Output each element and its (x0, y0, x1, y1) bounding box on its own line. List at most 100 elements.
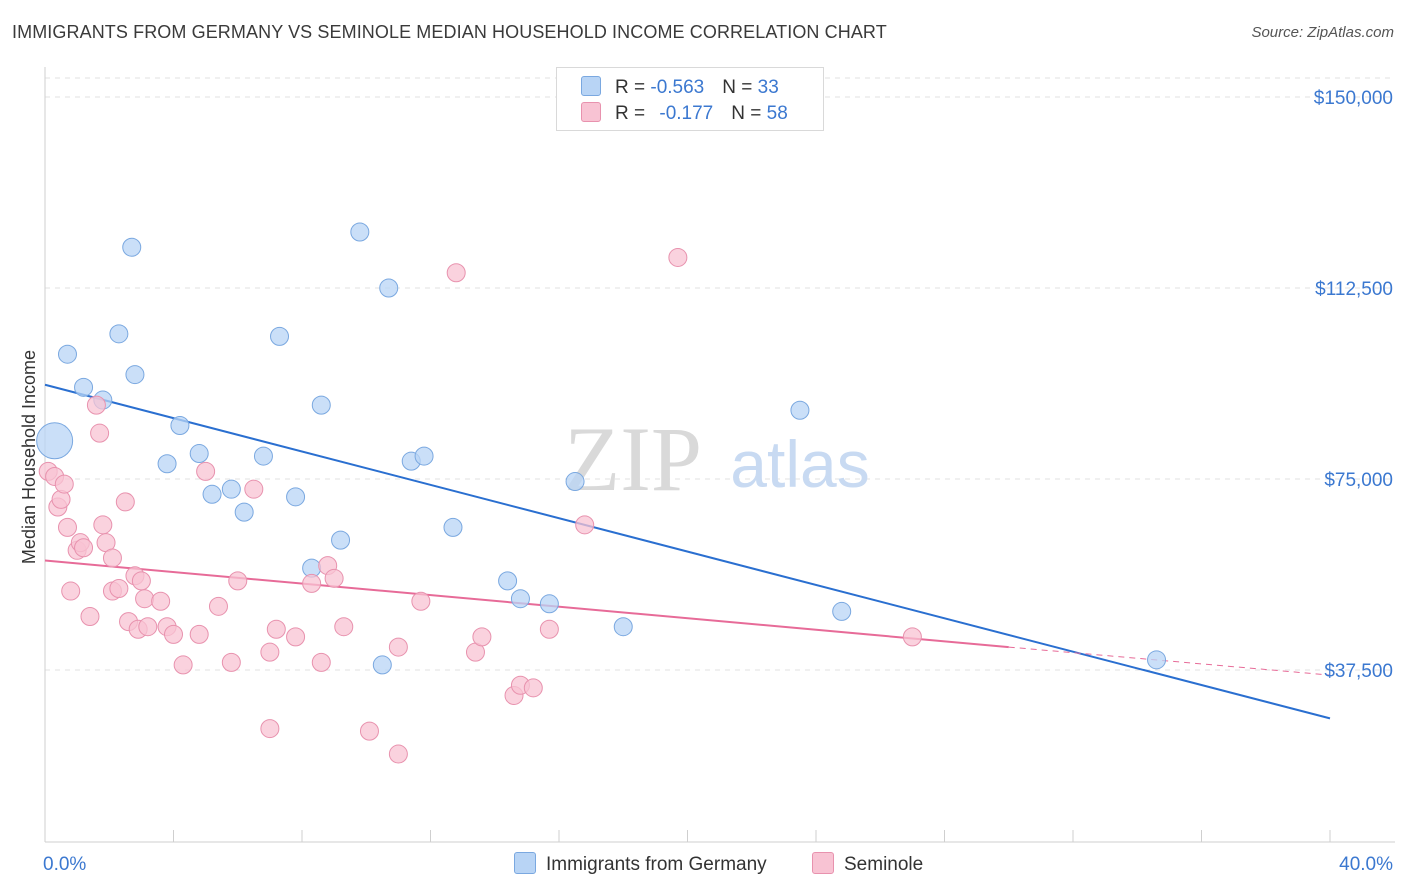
seminole-point (228, 571, 248, 591)
seminole-point (311, 652, 331, 672)
seminole-point (244, 479, 264, 499)
watermark-zip: ZIP (564, 408, 702, 510)
seminole-point (324, 568, 344, 588)
germany-point (832, 601, 852, 621)
germany-point (74, 377, 94, 397)
y-tick-labels: $37,500 $75,000 $112,500 $150,000 (1314, 88, 1393, 682)
seminole-point (80, 607, 100, 627)
seminole-point (196, 461, 216, 481)
seminole-point (472, 627, 492, 647)
germany-point (331, 530, 351, 550)
seminole-point (151, 591, 171, 611)
x-tick-label-max: 40.0% (1339, 854, 1393, 875)
legend-item-germany: Immigrants from Germany (514, 852, 767, 876)
germany-point (189, 444, 209, 464)
legend-n-value: 33 (757, 77, 779, 98)
seminole-trend-extension (1008, 646, 1331, 676)
seminole-point (74, 538, 94, 558)
germany-point (372, 655, 392, 675)
seminole-point (138, 617, 158, 637)
axes (44, 67, 1395, 843)
seminole-point (93, 515, 113, 535)
watermark-atlas: atlas (730, 427, 869, 501)
legend-swatch-blue (581, 76, 601, 96)
germany-point (613, 617, 633, 637)
germany-point (253, 446, 273, 466)
seminole-point (359, 721, 379, 741)
seminole-point (388, 744, 408, 764)
germany-point (311, 395, 331, 415)
seminole-point (189, 624, 209, 644)
seminole-point (208, 596, 228, 616)
legend-swatch-pink (581, 102, 601, 122)
seminole-point (131, 571, 151, 591)
seminole-point (61, 581, 81, 601)
germany-point (498, 571, 518, 591)
germany-point (565, 472, 585, 492)
germany-point (125, 365, 145, 385)
y-tick-label: $75,000 (1324, 470, 1393, 491)
germany-point (109, 324, 129, 344)
germany-trend-line (44, 383, 1331, 720)
seminole-point (668, 247, 688, 267)
y-axis-label: Median Household Income (19, 350, 39, 564)
germany-point (270, 326, 290, 346)
germany-point (221, 479, 241, 499)
seminole-point (286, 627, 306, 647)
seminole-point (109, 579, 129, 599)
germany-point (170, 416, 190, 436)
legend-swatch-blue (514, 852, 536, 874)
seminole-point (260, 719, 280, 739)
germany-point (379, 278, 399, 298)
seminole-point (115, 492, 135, 512)
y-tick-label: $150,000 (1314, 88, 1393, 109)
germany-point (1147, 650, 1167, 670)
seminole-point (173, 655, 193, 675)
legend-item-seminole: Seminole (812, 852, 923, 876)
seminole-point (102, 548, 122, 568)
data-points (36, 222, 1167, 764)
germany-point (36, 422, 74, 460)
grid (45, 77, 1395, 671)
seminole-point (90, 423, 110, 443)
germany-point (286, 487, 306, 507)
seminole-point (266, 619, 286, 639)
seminole-point (302, 573, 322, 593)
y-tick-label: $112,500 (1315, 279, 1393, 300)
seminole-point (411, 591, 431, 611)
seminole-point (164, 624, 183, 644)
seminole-point (902, 627, 922, 647)
germany-point (57, 344, 77, 364)
germany-point (350, 222, 370, 242)
legend-n-value: 58 (766, 103, 788, 124)
seminole-point (575, 515, 595, 535)
y-tick-label: $37,500 (1324, 661, 1393, 682)
seminole-point (388, 637, 408, 657)
seminole-point (260, 642, 280, 662)
seminole-point (57, 517, 77, 537)
germany-point (414, 446, 434, 466)
germany-point (510, 589, 530, 609)
germany-point (234, 502, 254, 522)
correlation-legend: R = -0.563 N = 33 R = -0.177 N = 58 (556, 67, 824, 131)
seminole-point (523, 678, 543, 698)
germany-point (539, 594, 559, 614)
legend-r-value: -0.177 (659, 103, 714, 124)
legend-row-seminole: R = -0.177 N = 58 (581, 102, 788, 126)
seminole-point (135, 589, 155, 609)
germany-point (157, 454, 177, 474)
source-label: Source: ZipAtlas.com (1251, 24, 1394, 41)
chart-title: IMMIGRANTS FROM GERMANY VS SEMINOLE MEDI… (12, 22, 887, 42)
germany-point (790, 400, 810, 420)
seminole-point (334, 617, 354, 637)
series-legend: Immigrants from Germany Seminole (0, 852, 1406, 878)
germany-point (122, 237, 142, 257)
germany-point (202, 484, 222, 504)
seminole-point (446, 263, 466, 283)
watermark: ZIP atlas (564, 408, 870, 510)
legend-swatch-pink (812, 852, 834, 874)
seminole-point (54, 474, 74, 494)
seminole-point (86, 395, 106, 415)
seminole-point (539, 619, 559, 639)
